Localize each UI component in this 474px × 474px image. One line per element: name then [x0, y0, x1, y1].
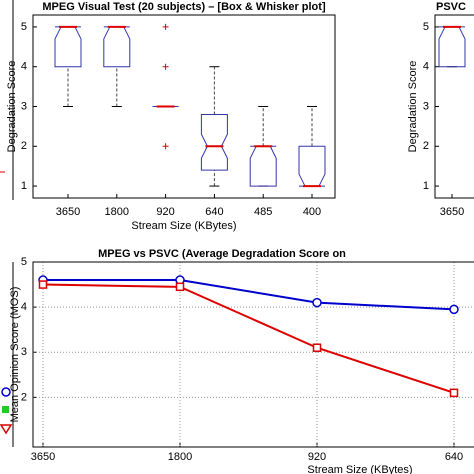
y-tick-label: 5	[21, 256, 27, 268]
y-tick-label: 4	[21, 301, 27, 313]
left-marker	[1, 387, 11, 397]
y-tick-label: 3	[21, 346, 27, 358]
outlier	[162, 23, 169, 30]
chart-title: PSVC	[436, 1, 466, 13]
left-marker	[2, 406, 9, 413]
plot-area	[435, 25, 466, 198]
box	[54, 26, 82, 68]
y-tick-label: 4	[21, 61, 27, 73]
outlier	[162, 143, 169, 150]
x-tick-label: 3650	[56, 206, 80, 218]
y-tick-label: 1	[21, 180, 27, 192]
box	[298, 145, 326, 187]
y-tick-label: 4	[423, 61, 429, 73]
chart-title: MPEG Visual Test (20 subjects) – [Box & …	[42, 1, 326, 13]
y-tick-label: 5	[21, 21, 27, 33]
y-tick-label: 1	[423, 180, 429, 192]
x-tick-label: 920	[308, 451, 326, 463]
box	[438, 26, 466, 68]
chart-title: MPEG vs PSVC (Average Degradation Score …	[98, 248, 346, 260]
x-tick-label: 485	[254, 206, 272, 218]
y-tick-label: 3	[423, 100, 429, 112]
box	[200, 113, 228, 171]
marker	[449, 304, 459, 315]
x-tick-label: 640	[205, 206, 223, 218]
y-tick-label: 2	[423, 140, 429, 152]
marker	[38, 280, 48, 289]
y-axis-label: Degradation Score	[6, 61, 18, 153]
plot-area	[33, 23, 326, 198]
plot-frame	[434, 14, 474, 199]
marker	[175, 282, 185, 292]
x-axis-label: Stream Size (KBytes)	[307, 464, 412, 474]
x-tick-label: 400	[303, 206, 321, 218]
marker	[449, 388, 459, 398]
x-tick-label: 1800	[168, 451, 192, 463]
series-line	[42, 283, 455, 394]
x-tick-label: 1800	[105, 206, 129, 218]
series-line	[43, 279, 455, 311]
y-tick-label: 3	[21, 100, 27, 112]
box	[103, 26, 131, 68]
marker	[312, 343, 322, 352]
outlier	[162, 63, 169, 70]
x-tick-label: 920	[156, 206, 174, 218]
x-tick-label: 640	[445, 451, 463, 463]
y-tick-label: 2	[21, 391, 27, 403]
x-tick-label: 3650	[440, 206, 464, 218]
y-axis-label: Mean Opinion Score (MOS)	[9, 287, 21, 423]
marker	[312, 297, 322, 308]
x-axis-label: Stream Size (KBytes)	[131, 220, 236, 232]
box	[249, 145, 277, 187]
plot-area	[33, 262, 474, 447]
y-tick-label: 2	[21, 140, 27, 152]
plot-frame	[32, 261, 474, 448]
plot-frame	[32, 14, 336, 199]
y-tick-label: 5	[423, 21, 429, 33]
left-marker	[0, 424, 13, 435]
x-tick-label: 3650	[31, 451, 55, 463]
y-axis-label: Degradation Score	[407, 61, 419, 153]
